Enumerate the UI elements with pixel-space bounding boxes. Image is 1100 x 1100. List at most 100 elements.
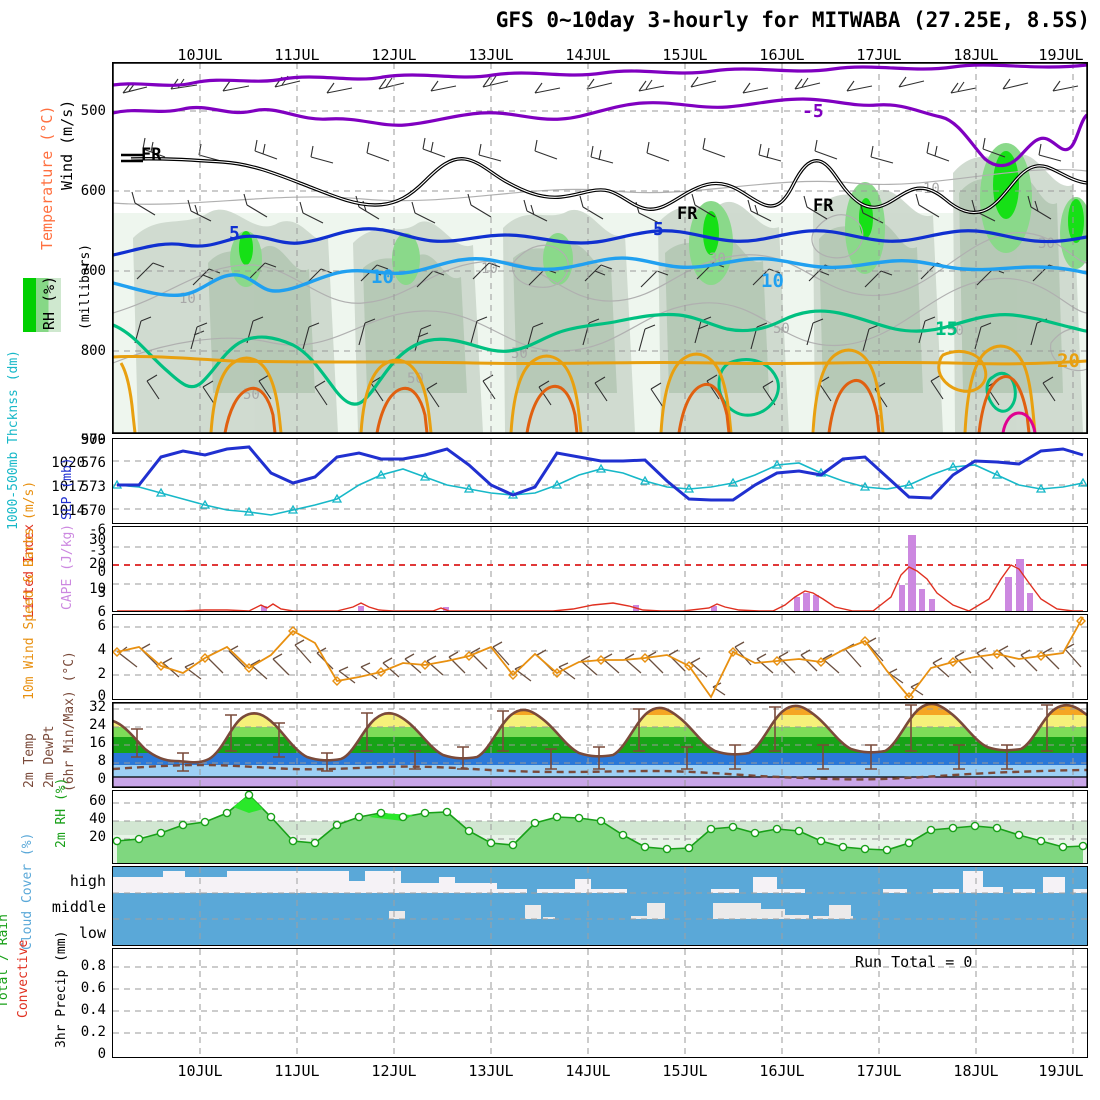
label-2m-temp: 2m Temp [22, 733, 37, 788]
svg-text:FR: FR [141, 145, 162, 165]
ytick-500mb: 500 [80, 103, 106, 119]
ytick-t-24: 24 [89, 717, 106, 733]
ytick-900mb: 900 [80, 432, 106, 448]
ytick-slp-1017: 1017 [51, 479, 85, 495]
contour-t15 [113, 309, 1087, 406]
ytick-800mb: 800 [80, 343, 106, 359]
contour-t30 [1001, 411, 1037, 433]
lifted-index-line [117, 564, 1083, 611]
ytick-p-0: 0 [97, 1046, 106, 1062]
top-date-16jul: 16JUL [759, 46, 805, 64]
bottom-date-15jul: 15JUL [662, 1062, 708, 1080]
top-date-15jul: 15JUL [662, 46, 708, 64]
ytick-t-16: 16 [89, 735, 106, 751]
panel-precip[interactable] [112, 948, 1088, 1058]
ytick-600mb: 600 [80, 183, 106, 199]
label-temperature-c: Temperature (°C) [38, 105, 56, 251]
ytick-t-8: 8 [97, 753, 106, 769]
day-gridlines [199, 63, 1074, 433]
cloud-high-row [113, 871, 1087, 893]
ytick-thick-573: 573 [80, 479, 106, 495]
top-date-12jul: 12JUL [371, 46, 417, 64]
ytick-p-08: 0.8 [80, 958, 106, 974]
ytick-li-0: 0 [97, 564, 106, 580]
ytick-li-3: 3 [97, 585, 106, 601]
panel-2m-temp[interactable] [112, 702, 1088, 788]
page-title: GFS 0~10day 3-hourly for MITWABA (27.25E… [495, 8, 1090, 32]
wind-speed-markers [113, 616, 1086, 699]
rh-colorbar [23, 278, 61, 332]
bottom-date-18jul: 18JUL [953, 1062, 999, 1080]
panel-slp-thickness[interactable] [112, 438, 1088, 524]
ytick-wind-6: 6 [97, 618, 106, 634]
li-cape-plot [113, 527, 1087, 611]
label-t10-b: 10 [761, 270, 784, 292]
ytick-cape-20: 20 [89, 556, 106, 572]
rh-markers [113, 791, 1087, 855]
panel-cloud-cover[interactable] [112, 866, 1088, 946]
ytick-p-02: 0.2 [80, 1024, 106, 1040]
contour-t5 [113, 227, 1087, 257]
minmax-whiskers [131, 704, 1053, 772]
top-date-14jul: 14JUL [565, 46, 611, 64]
ytick-wind-0: 0 [97, 688, 106, 704]
panel-2m-rh[interactable] [112, 790, 1088, 864]
svg-text:FR: FR [813, 196, 834, 216]
ytick-t-32: 32 [89, 699, 106, 715]
wind10m-plot [113, 615, 1087, 699]
svg-text:FR: FR [677, 204, 698, 224]
bottom-date-14jul: 14JUL [565, 1062, 611, 1080]
contour-t25 [223, 375, 1031, 433]
ytick-thick-570: 570 [80, 503, 106, 519]
label-precip-total: Total / Rain [0, 914, 11, 1008]
ytick-wind-4: 4 [97, 642, 106, 658]
ytick-wind-2: 2 [97, 666, 106, 682]
label-slp: SLP (mb) [60, 457, 75, 520]
panel-upper-air[interactable]: 10 10 30 10 30 50 50 50 50 50 [112, 62, 1088, 434]
bottom-date-10jul: 10JUL [177, 1062, 223, 1080]
bottom-date-13jul: 13JUL [468, 1062, 514, 1080]
freezing-labels: FR FR FR [141, 145, 834, 224]
label-millibars: (millibars) [78, 243, 93, 330]
label-minus5: -5 [802, 101, 824, 122]
bottom-date-12jul: 12JUL [371, 1062, 417, 1080]
ytick-rh-20: 20 [89, 829, 106, 845]
panel-li-cape[interactable] [112, 526, 1088, 612]
bottom-date-17jul: 17JUL [856, 1062, 902, 1080]
label-t5-b: 5 [653, 219, 664, 240]
dewpoint-line [113, 763, 1087, 781]
cloud-middle-row [389, 903, 853, 919]
ytick-p-06: 0.6 [80, 980, 106, 996]
label-t15: 15 [935, 318, 958, 340]
cloud-row-middle: middle [51, 898, 106, 916]
ytick-li-neg6: -6 [89, 522, 106, 538]
cloud-row-low: low [78, 924, 106, 942]
contour-t10 [113, 256, 1087, 298]
top-date-13jul: 13JUL [468, 46, 514, 64]
contour-minus5 [113, 97, 1087, 168]
cloud-row-high: high [69, 872, 106, 890]
label-thickness: 1000-500mb Thcknss (dm) [6, 349, 21, 530]
ytick-700mb: 700 [80, 263, 106, 279]
ytick-rh-40: 40 [89, 811, 106, 827]
rh2m-plot [113, 791, 1087, 863]
label-3hr-precip: 3hr Precip (mm) [54, 930, 69, 1048]
rh-area [117, 795, 1083, 863]
top-date-10jul: 10JUL [177, 46, 223, 64]
label-t20: 20 [1057, 350, 1080, 372]
panel-10m-wind[interactable] [112, 614, 1088, 700]
temp-line [113, 703, 1087, 764]
top-date-17jul: 17JUL [856, 46, 902, 64]
ytick-li-6: 6 [97, 604, 106, 620]
label-rh-percent: RH (%) [40, 275, 58, 330]
ytick-p-04: 0.4 [80, 1002, 106, 1018]
bottom-date-11jul: 11JUL [274, 1062, 320, 1080]
top-date-11jul: 11JUL [274, 46, 320, 64]
cloud-cover-plot [113, 867, 1087, 945]
slp-thickness-plot [113, 439, 1087, 523]
upper-wind-barbs [122, 75, 1079, 408]
wind-speed-line [116, 616, 1084, 699]
top-date-18jul: 18JUL [953, 46, 999, 64]
svg-text:50: 50 [773, 321, 790, 337]
